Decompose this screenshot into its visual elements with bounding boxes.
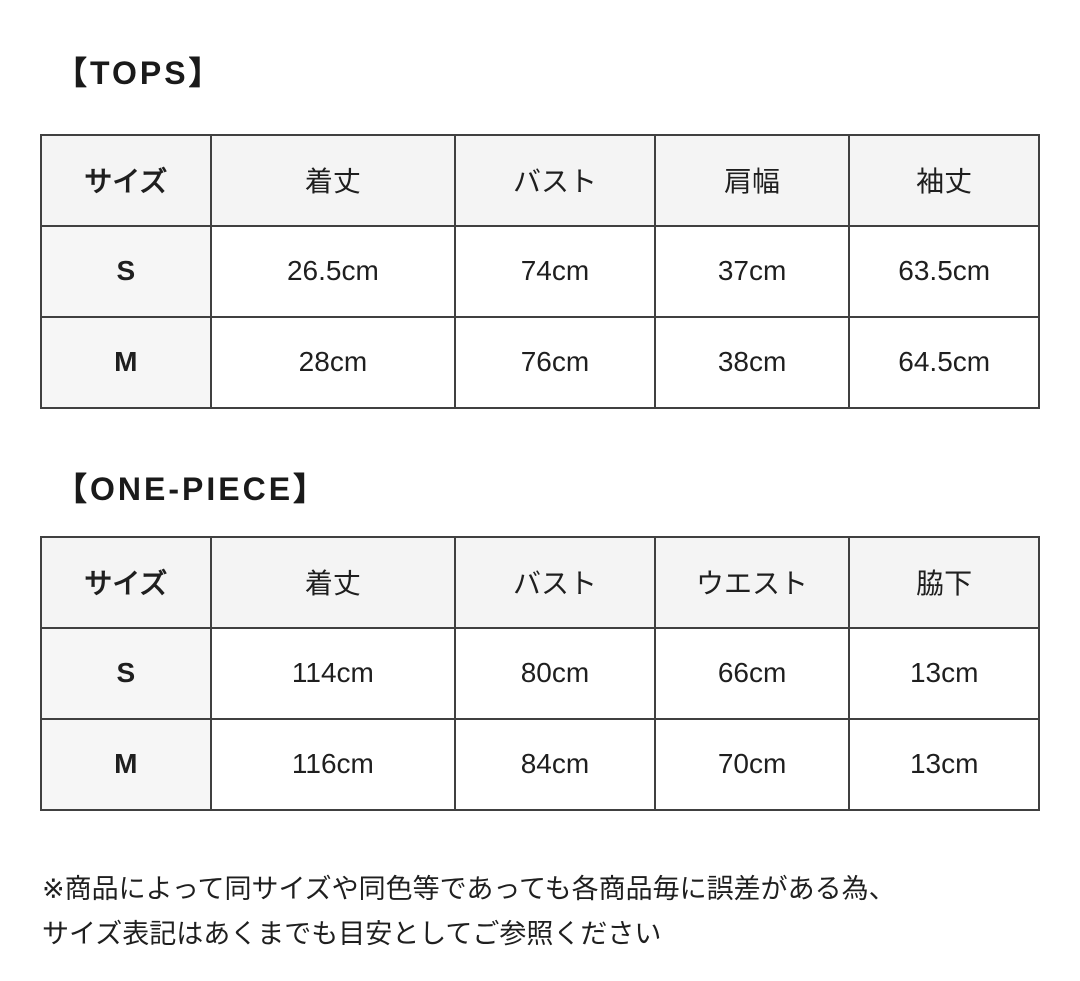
value-cell: 76cm — [454, 315, 656, 409]
disclaimer-note-line2: サイズ表記はあくまでも目安としてご参照ください — [42, 918, 662, 949]
value-cell: 74cm — [454, 224, 656, 318]
value-cell: 13cm — [848, 717, 1040, 811]
size-cell: M — [40, 717, 212, 811]
column-header-shoulder: 肩幅 — [653, 133, 851, 227]
disclaimer-note: ※商品によって同サイズや同色等であっても各商品毎に誤差がある為、 サイズ表記はあ… — [42, 867, 1040, 957]
size-table-one-piece: サイズ 着丈 バスト ウエスト 脇下 S 114cm 80cm 66cm 13c… — [40, 535, 1040, 811]
value-cell: 116cm — [209, 717, 457, 811]
value-cell: 13cm — [848, 626, 1040, 720]
size-cell: S — [40, 224, 212, 318]
value-cell: 26.5cm — [209, 224, 457, 318]
column-header-underarm: 脇下 — [848, 535, 1040, 629]
value-cell: 70cm — [653, 717, 851, 811]
table-row-s: S 114cm 80cm 66cm 13cm — [40, 626, 1040, 720]
size-cell: S — [40, 626, 212, 720]
disclaimer-note-line1: ※商品によって同サイズや同色等であっても各商品毎に誤差がある為、 — [42, 873, 896, 904]
column-header-waist: ウエスト — [653, 535, 851, 629]
column-header-bust: バスト — [454, 133, 656, 227]
column-header-length: 着丈 — [209, 133, 457, 227]
table-row-m: M 116cm 84cm 70cm 13cm — [40, 717, 1040, 811]
table-row-s: S 26.5cm 74cm 37cm 63.5cm — [40, 224, 1040, 318]
size-cell: M — [40, 315, 212, 409]
column-header-size: サイズ — [40, 133, 212, 227]
value-cell: 66cm — [653, 626, 851, 720]
column-header-length: 着丈 — [209, 535, 457, 629]
header-row: サイズ 着丈 バスト ウエスト 脇下 — [40, 535, 1040, 629]
value-cell: 84cm — [454, 717, 656, 811]
value-cell: 80cm — [454, 626, 656, 720]
column-header-bust: バスト — [454, 535, 656, 629]
column-header-sleeve: 袖丈 — [848, 133, 1040, 227]
value-cell: 38cm — [653, 315, 851, 409]
value-cell: 64.5cm — [848, 315, 1040, 409]
size-table-tops: サイズ 着丈 バスト 肩幅 袖丈 S 26.5cm 74cm 37cm 63.5… — [40, 133, 1040, 409]
value-cell: 63.5cm — [848, 224, 1040, 318]
value-cell: 37cm — [653, 224, 851, 318]
header-row: サイズ 着丈 バスト 肩幅 袖丈 — [40, 133, 1040, 227]
section-title-one-piece: 【ONE-PIECE】 — [55, 470, 329, 507]
column-header-size: サイズ — [40, 535, 212, 629]
value-cell: 114cm — [209, 626, 457, 720]
value-cell: 28cm — [209, 315, 457, 409]
section-title-tops: 【TOPS】 — [55, 55, 224, 91]
table-row-m: M 28cm 76cm 38cm 64.5cm — [40, 315, 1040, 409]
